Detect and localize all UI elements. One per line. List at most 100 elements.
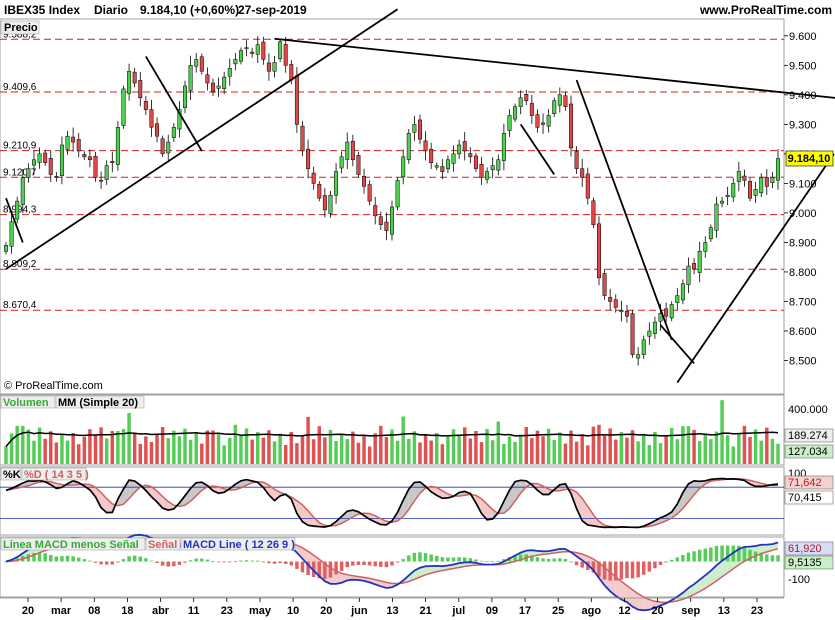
- macd-histogram-bar: [401, 559, 405, 562]
- candle-body: [149, 109, 154, 128]
- macd-histogram-bar: [54, 556, 59, 562]
- candle-body: [417, 119, 422, 140]
- volume-bar: [496, 421, 501, 464]
- volume-bar: [720, 400, 724, 464]
- macd-fill: [761, 544, 767, 554]
- date-tick-label: 17: [519, 605, 531, 617]
- volume-bar: [625, 437, 629, 464]
- last-price-label: 9.184,10: [788, 153, 831, 165]
- volume-bar: [642, 433, 646, 464]
- candle-body: [692, 263, 697, 270]
- candle-body: [334, 171, 339, 196]
- volume-axis: 400.000 189.274 127.034: [784, 404, 834, 459]
- volume-bar: [748, 437, 752, 464]
- macd-histogram-bar: [558, 558, 562, 562]
- candle-body: [244, 47, 249, 50]
- price-panel: 9.588,2 9.409,6 9.210,9 9.120,7 8.994,3 8.809…: [0, 8, 835, 395]
- volume-bar: [110, 430, 115, 464]
- candle-body: [255, 44, 260, 55]
- stochastic-fill: [431, 486, 437, 496]
- header-site: www.ProRealTime.com: [699, 3, 832, 17]
- volume-bar: [552, 439, 556, 464]
- volume-bar: [76, 444, 81, 464]
- macd-histogram-bar: [457, 557, 461, 562]
- date-tick-label: may: [249, 605, 272, 617]
- candle-body: [434, 165, 439, 168]
- volume-bar: [144, 436, 148, 464]
- volume-bar: [507, 436, 512, 464]
- candle-body: [132, 71, 137, 84]
- stochastic-fill: [593, 514, 599, 527]
- macd-histogram-bar: [418, 552, 422, 562]
- candle-body: [440, 166, 445, 172]
- candle-body: [669, 304, 674, 319]
- macd-histogram-bar: [328, 561, 333, 578]
- macd-histogram-bar: [239, 560, 243, 562]
- volume-bar: [379, 425, 383, 464]
- stochastic-fill: [296, 500, 303, 522]
- candle-body: [300, 125, 305, 152]
- volume-bar: [703, 433, 708, 464]
- candle-body: [552, 100, 557, 114]
- candle-body: [356, 155, 361, 175]
- date-tick-label: 08: [88, 605, 100, 617]
- price-tick-label: 9.500: [789, 60, 817, 72]
- stochastic-fill: [694, 480, 700, 495]
- volume-bar: [228, 437, 232, 464]
- volume-bar: [43, 438, 47, 464]
- macd-histogram-bar: [261, 561, 266, 563]
- price-title: Precio: [4, 22, 38, 34]
- volume-bar: [49, 431, 53, 464]
- volume-bar: [160, 426, 165, 464]
- volume-bar: [737, 433, 741, 464]
- candle-body: [490, 165, 495, 171]
- macd-histogram-bar: [127, 556, 131, 562]
- candle-body: [720, 200, 725, 204]
- stochastic-fill: [112, 499, 118, 513]
- candle-body: [580, 168, 585, 178]
- candle-body: [143, 101, 148, 110]
- candle-body: [535, 114, 540, 128]
- price-tick-label: 8.600: [789, 326, 817, 338]
- volume-ma-value: 189.274: [788, 430, 828, 442]
- candle-body: [591, 200, 596, 225]
- candle-body: [675, 295, 680, 303]
- volume-bar: [524, 426, 528, 464]
- volume-bar: [99, 427, 103, 464]
- candle-body: [742, 175, 747, 181]
- volume-bar: [669, 428, 674, 464]
- macd-histogram-bar: [205, 559, 210, 562]
- volume-bar: [390, 429, 394, 464]
- volume-bar: [15, 425, 19, 464]
- stochastic-fill: [185, 488, 191, 506]
- macd-histogram-bar: [776, 555, 780, 562]
- volume-bar: [9, 433, 14, 464]
- price-tick-label: 8.800: [789, 267, 817, 279]
- volume-bar: [653, 431, 657, 464]
- price-tick-label: 8.700: [789, 296, 817, 308]
- candle-body: [367, 184, 372, 202]
- macd-histogram-bar: [474, 559, 478, 562]
- candle-body: [546, 115, 551, 127]
- macd-panel: Linea MACD menos Señal Señal MACD Line (…: [0, 533, 785, 612]
- candle-body: [468, 153, 473, 158]
- candle-body: [518, 97, 523, 107]
- volume-bar: [26, 429, 31, 464]
- candle-body: [731, 183, 736, 198]
- macd-histogram-bar: [121, 559, 126, 562]
- macd-histogram-bar: [681, 555, 685, 562]
- candle-body: [748, 181, 753, 199]
- trendline: [519, 123, 555, 176]
- macd-histogram-bar: [692, 551, 696, 562]
- volume-bar: [166, 438, 170, 464]
- macd-histogram-bar: [490, 561, 495, 563]
- macd-histogram-bar: [149, 560, 154, 562]
- candle-body: [501, 132, 506, 161]
- volume-tick-400k: 400.000: [788, 404, 828, 416]
- level-label: 8.670,4: [3, 300, 37, 311]
- macd-histogram-bar: [104, 561, 109, 565]
- volume-bar: [759, 440, 763, 464]
- macd-histogram-bar: [468, 558, 473, 562]
- macd-histogram-bar: [172, 561, 176, 567]
- candle-body: [339, 156, 344, 169]
